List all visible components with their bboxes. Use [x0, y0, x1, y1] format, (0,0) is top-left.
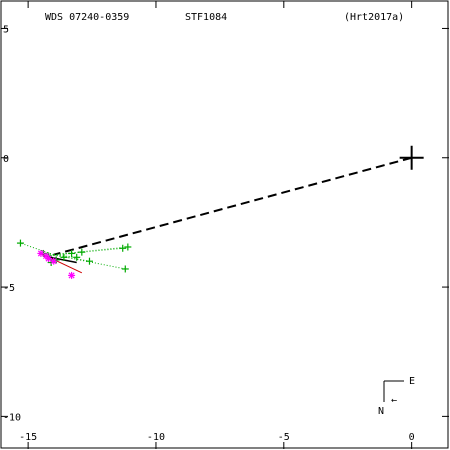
observation-connector: [53, 254, 57, 261]
y-tick-label: -5: [3, 283, 15, 294]
compass-north-label: N: [378, 406, 384, 417]
observation-asterisk-marker: [68, 271, 76, 279]
y-tick-label: 5: [3, 24, 9, 35]
observation-plus-marker: [85, 257, 93, 265]
compass-rose: E N ←: [378, 376, 415, 417]
x-tick-label: 0: [409, 432, 415, 443]
x-tick-label: -15: [19, 432, 37, 443]
observation-plus-marker: [121, 265, 129, 273]
x-tick-label: -5: [278, 432, 290, 443]
star-name: STF1084: [185, 12, 227, 23]
observation-plus-marker: [60, 253, 68, 261]
observation-plus-marker: [68, 249, 76, 257]
companion-vector-line: [53, 156, 412, 256]
observation-asterisk-marker: [37, 249, 45, 257]
reference-label: (Hrt2017a): [344, 12, 404, 23]
y-tick-label: -10: [3, 412, 21, 423]
observation-connector: [53, 246, 128, 256]
observation-connector: [53, 247, 123, 256]
wds-identifier: WDS 07240-0359: [45, 12, 129, 23]
compass-east-label: E: [409, 376, 415, 387]
y-tick-label: 0: [3, 154, 9, 165]
compass-motion-arrow: ←: [391, 395, 397, 406]
data-markers: [16, 145, 424, 279]
observation-asterisk-marker: [50, 257, 58, 265]
observation-asterisk-marker: [45, 255, 53, 263]
observation-plus-marker: [119, 244, 127, 252]
x-tick-label: -10: [147, 432, 165, 443]
observation-plus-marker: [124, 243, 132, 251]
observation-plus-marker: [73, 253, 81, 261]
observation-plus-marker: [16, 239, 24, 247]
observation-plus-marker: [78, 248, 86, 256]
observation-connector: [48, 254, 54, 257]
